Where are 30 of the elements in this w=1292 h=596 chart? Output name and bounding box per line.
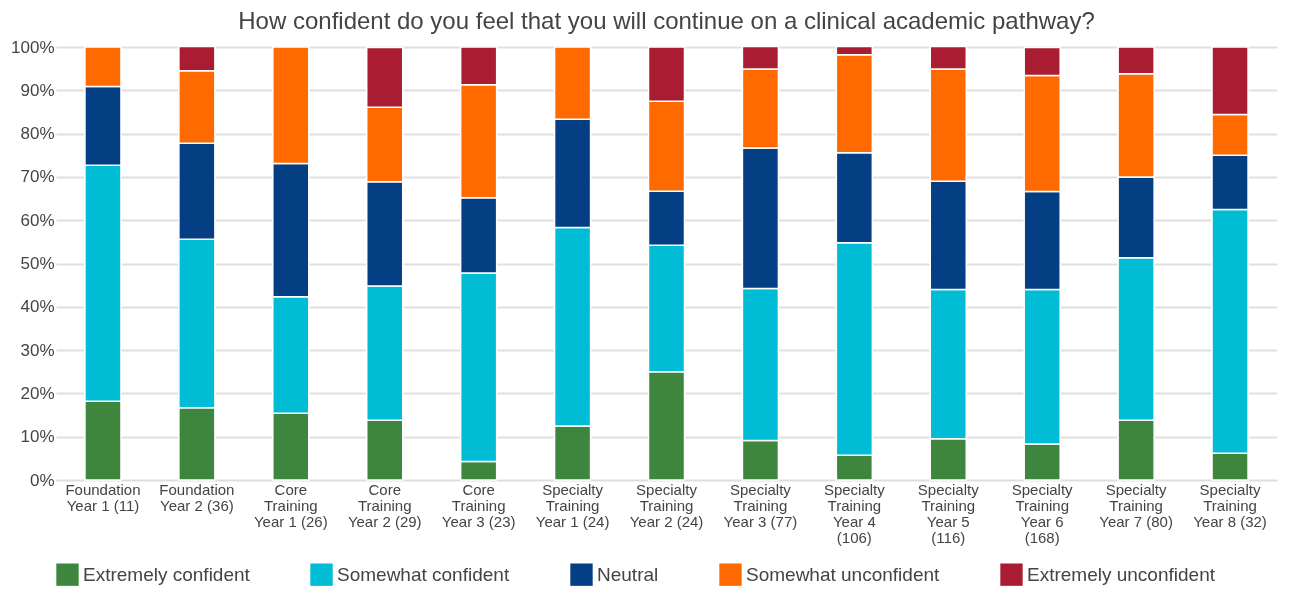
x-tick-label: Specialty Training Year 8 (32)	[1193, 480, 1267, 530]
y-tick-label: 10%	[20, 427, 55, 447]
legend-label: Neutral	[597, 563, 659, 585]
x-tick-label: Specialty Training Year 1 (24)	[535, 480, 610, 530]
legend-label: Somewhat confident	[337, 563, 510, 585]
x-tick-label: Specialty Training Year 2 (24)	[629, 480, 704, 530]
legend-label: Extremely confident	[83, 563, 251, 585]
y-tick-label: 100%	[11, 37, 55, 57]
y-tick-label: 40%	[20, 297, 55, 317]
y-tick-label: 30%	[20, 340, 55, 360]
y-tick-label: 50%	[20, 254, 55, 273]
chart-title: How confident do you feel that you will continue on a clinical academic pathway?	[238, 7, 1095, 34]
x-tick-label: Specialty Training Year 4 (106)	[823, 480, 886, 546]
x-tick-label: Specialty Training Year 5 (116)	[917, 480, 980, 546]
y-tick-label: 0%	[29, 470, 55, 490]
y-tick-label: 60%	[20, 210, 55, 230]
x-tick-label: Specialty Training Year 3 (77)	[723, 480, 798, 530]
x-tick-label: Foundation Year 2 (36)	[159, 480, 235, 514]
y-tick-label: 90%	[20, 80, 55, 100]
legend-label: Somewhat unconfident	[746, 563, 941, 585]
legend-label: Extremely unconfident	[1027, 563, 1216, 585]
x-tick-label: Foundation Year 1 (11)	[65, 480, 141, 514]
y-tick-label: 20%	[20, 383, 55, 403]
x-tick-label: Specialty Training Year 7 (80)	[1099, 480, 1173, 530]
y-tick-label: 80%	[20, 124, 55, 144]
y-tick-label: 70%	[20, 167, 55, 187]
x-tick-label: Core Training Year 1 (26)	[253, 480, 328, 530]
x-tick-label: Core Training Year 2 (29)	[347, 480, 422, 530]
x-tick-label: Core Training Year 3 (23)	[441, 480, 516, 530]
x-tick-label: Specialty Training Year 6 (168)	[1011, 480, 1074, 546]
